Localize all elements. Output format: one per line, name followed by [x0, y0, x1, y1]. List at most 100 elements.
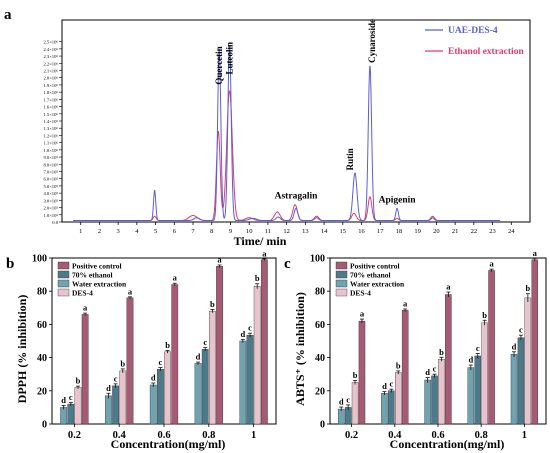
- y-tick-label: 80: [315, 287, 325, 298]
- x-tick-label-a: 9: [229, 228, 232, 235]
- bar: [424, 379, 431, 425]
- chromatogram-panel: a 1 2 3 4 5 6 7 8 9 10 11 12 13 14 15 16 17 18 19 20 21 22 23 2…: [4, 7, 531, 248]
- legend-swatch: [57, 279, 70, 288]
- y-tick-label-a: 5.0×10⁵: [43, 184, 58, 189]
- y-tick-label: 0: [42, 420, 47, 431]
- y-tick-label-a: 2.5×10⁶: [43, 40, 58, 45]
- y-tick-label: 0: [320, 420, 325, 431]
- legend-label: DES-4: [350, 289, 371, 298]
- x-axis-title-c: Concentration(mg/ml): [390, 437, 505, 451]
- significance-letter: c: [114, 373, 118, 383]
- x-tick-label-a: 11: [265, 228, 271, 235]
- y-tick-label-a: 1.0×10⁶: [43, 148, 58, 153]
- significance-letter: a: [173, 273, 178, 283]
- significance-letter: d: [468, 355, 473, 365]
- y-tick-label-a: 4.0×10⁵: [43, 191, 58, 196]
- bar: [467, 367, 475, 425]
- x-tick-label-a: 5: [154, 228, 157, 235]
- bar: [164, 351, 171, 425]
- x-tick-label-a: 3: [117, 228, 120, 235]
- legend-label: Water extraction: [72, 280, 127, 289]
- peak-annotations: Quercetin Luteolin Astragalin Rutin Cynarosi…: [214, 19, 416, 205]
- bar: [517, 337, 525, 425]
- legend-label: Positive control: [72, 262, 122, 271]
- significance-letter: d: [196, 352, 201, 362]
- y-tick-label: 100: [310, 254, 325, 265]
- significance-letter: b: [165, 340, 170, 350]
- bar: [60, 407, 68, 425]
- chromatogram-legend: UAE-DES-4 Ethanol extraction: [425, 26, 524, 57]
- significance-letter: b: [396, 360, 401, 370]
- peak-label: Quercetin: [214, 46, 224, 84]
- significance-letter: b: [255, 273, 260, 283]
- significance-letter: c: [389, 379, 393, 389]
- significance-letter: b: [439, 347, 444, 357]
- y-tick-label-a: 1.3×10⁶: [43, 126, 58, 131]
- panel-label-b: b: [6, 256, 14, 272]
- x-tick-label-a: 4: [135, 228, 139, 235]
- y-tick-label-a: 1.9×10⁶: [43, 83, 58, 88]
- y-tick-label-a: 1.1×10⁶: [43, 141, 58, 146]
- x-tick-label: 0.6: [157, 430, 170, 441]
- bar: [381, 393, 388, 425]
- peak-label: Luteolin: [225, 42, 235, 75]
- legend-swatch: [57, 288, 70, 297]
- y-tick-label: 20: [37, 386, 47, 397]
- x-tick-label-a: 23: [489, 228, 496, 235]
- x-tick-label: 0.2: [345, 430, 358, 441]
- x-tick-label-a: 17: [377, 228, 384, 235]
- bar: [388, 390, 395, 425]
- x-tick-label-a: 20: [433, 228, 440, 235]
- x-tick-label-a: 1: [79, 228, 82, 235]
- significance-letter: a: [403, 298, 408, 308]
- y-tick-label-a: 7.0×10⁵: [43, 170, 58, 175]
- y-tick-label-a: 2.1×10⁶: [43, 69, 58, 74]
- bar: [531, 259, 539, 425]
- legend-label: Ethanol extraction: [448, 47, 524, 57]
- significance-letter: d: [61, 395, 66, 405]
- x-tick-label-a: 10: [246, 228, 253, 235]
- bar: [510, 354, 518, 425]
- bar: [395, 372, 402, 425]
- x-axis-title-b: Concentration(mg/ml): [111, 437, 226, 451]
- peak-label: Astragalin: [275, 192, 318, 202]
- significance-letter: c: [519, 325, 523, 335]
- y-tick-label: 60: [37, 320, 47, 331]
- x-tick-label: 0.2: [68, 430, 81, 441]
- y-axis-title-b: DPPH (% inhibition): [15, 295, 29, 404]
- x-tick-label-a: 14: [321, 228, 328, 235]
- y-tick-label-a: 2.0×10⁵: [43, 206, 58, 211]
- bar: [431, 375, 438, 425]
- y-tick-label: 100: [32, 254, 47, 265]
- legend-swatch: [57, 261, 70, 270]
- legend-label: 70% ethanol: [350, 271, 391, 280]
- bar: [81, 314, 89, 425]
- y-tick-label-a: 9.0×10⁵: [43, 155, 58, 160]
- significance-letter: c: [69, 392, 73, 402]
- x-tick-label-a: 13: [302, 228, 309, 235]
- significance-letter: c: [346, 394, 350, 404]
- peak-label: Cynaroside: [367, 19, 377, 63]
- significance-letter: c: [159, 357, 163, 367]
- y-tick-label-a: 2.0×10⁶: [43, 76, 58, 81]
- bar: [149, 384, 157, 425]
- legend-swatch: [335, 270, 348, 279]
- x-tick-label-a: 6: [173, 228, 177, 235]
- bar: [481, 322, 488, 425]
- bar: [351, 382, 359, 425]
- significance-letter: c: [433, 364, 437, 374]
- bar: [253, 286, 261, 425]
- bar: [119, 370, 127, 425]
- significance-letter: a: [489, 259, 494, 269]
- significance-letter: a: [533, 248, 538, 258]
- x-tick-label: 0.8: [475, 430, 488, 441]
- peak-label: Apigenin: [379, 195, 417, 205]
- y-tick-label-a: 3.0×10⁵: [43, 198, 58, 203]
- legend-label: Water extraction: [350, 280, 405, 289]
- significance-letter: b: [525, 283, 530, 293]
- y-tick-label: 60: [315, 320, 325, 331]
- significance-letter: c: [203, 337, 207, 347]
- bar: [260, 259, 268, 425]
